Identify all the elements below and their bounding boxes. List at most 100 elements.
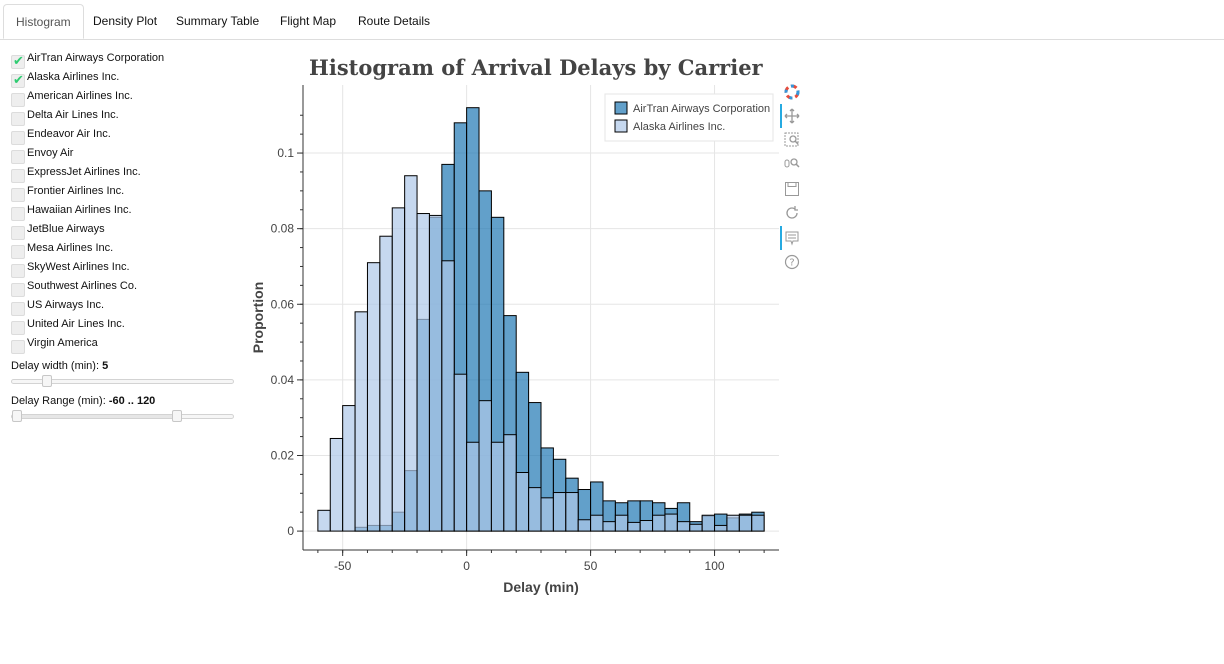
tab-histogram[interactable]: Histogram	[3, 4, 84, 39]
tab-density-plot[interactable]: Density Plot	[93, 14, 158, 28]
carrier-checkbox-label: SkyWest Airlines Inc.	[27, 261, 130, 273]
bar-alaska	[738, 514, 753, 532]
bar-alaska	[391, 207, 406, 532]
delay-range-slider-start-handle[interactable]	[12, 410, 22, 422]
carrier-checkbox-label: Delta Air Lines Inc.	[27, 109, 119, 121]
bar-alaska	[627, 521, 641, 532]
bar-alaska	[676, 521, 691, 532]
delay-width-value: 5	[102, 360, 109, 372]
delay-range-slider-fill	[17, 415, 177, 418]
legend-swatch	[614, 101, 628, 115]
bar-alaska	[490, 441, 505, 532]
svg-text:?: ?	[789, 258, 794, 269]
x-axis-label: Delay (min)	[503, 579, 578, 595]
controls-sidebar: ✔ AirTran Airways Corporation ✔ Alaska Airl…	[0, 40, 245, 440]
bar-alaska	[416, 213, 430, 532]
x-tick-label: 50	[584, 559, 598, 573]
bar-alaska	[515, 472, 530, 532]
y-tick-label: 0	[287, 524, 294, 538]
y-tick-label: 0.1	[277, 146, 294, 160]
bar-alaska	[614, 514, 629, 532]
checkbox[interactable]	[11, 169, 25, 183]
chart-title: Histogram of Arrival Delays by Carrier	[309, 55, 763, 80]
x-tick-label: -50	[334, 559, 352, 573]
legend-label: AirTran Airways Corporation	[633, 103, 770, 115]
checkbox[interactable]	[11, 93, 25, 107]
delay-range-slider[interactable]	[11, 410, 234, 422]
carrier-checkbox-label: Frontier Airlines Inc.	[27, 185, 125, 197]
checkbox[interactable]	[11, 321, 25, 335]
delay-width-title: Delay width (min): 5	[11, 360, 108, 372]
checkbox[interactable]	[11, 302, 25, 316]
carrier-checkbox-label: Alaska Airlines Inc.	[27, 71, 120, 83]
help-icon[interactable]: ?	[784, 254, 800, 270]
checkbox[interactable]	[11, 207, 25, 221]
histogram-plot[interactable]: Histogram of Arrival Delays by Carrier 0…	[245, 40, 805, 620]
bar-alaska	[726, 514, 740, 532]
delay-range-slider-end-handle[interactable]	[171, 410, 182, 422]
delay-width-slider[interactable]	[11, 375, 234, 387]
box-zoom-icon[interactable]	[784, 132, 800, 148]
tab-route-details[interactable]: Route Details	[358, 14, 431, 28]
carrier-checkbox-label: ExpressJet Airlines Inc.	[27, 166, 141, 178]
plot-toolbar: ?	[780, 80, 804, 280]
tab-flight-map[interactable]: Flight Map	[280, 14, 337, 28]
bar-alaska	[701, 514, 716, 532]
bar-alaska	[379, 235, 393, 532]
checkbox[interactable]	[11, 150, 25, 164]
delay-width-label: Delay width (min):	[11, 360, 103, 372]
x-tick-label: 0	[463, 559, 470, 573]
wheel-zoom-icon[interactable]	[784, 156, 800, 172]
checkbox[interactable]	[11, 340, 25, 354]
checkbox[interactable]	[11, 245, 25, 259]
carrier-checkbox-label: United Air Lines Inc.	[27, 318, 125, 330]
legend-box	[604, 93, 774, 142]
legend-label: Alaska Airlines Inc.	[633, 121, 725, 133]
bar-alaska	[441, 260, 455, 532]
y-tick-label: 0.04	[271, 373, 295, 387]
y-axis-label: Proportion	[250, 282, 266, 354]
bar-alaska	[590, 514, 604, 532]
bar-alaska	[466, 441, 480, 532]
bar-alaska	[329, 437, 344, 532]
hover-active-indicator	[780, 226, 782, 250]
checkbox[interactable]: ✔	[11, 73, 25, 88]
checkbox[interactable]	[11, 264, 25, 278]
tab-summary-table[interactable]: Summary Table	[176, 14, 260, 28]
checkbox[interactable]	[11, 188, 25, 202]
carrier-checkbox-label: US Airways Inc.	[27, 299, 105, 311]
delay-width-slider-handle[interactable]	[41, 375, 52, 387]
carrier-checkbox-label: JetBlue Airways	[27, 223, 105, 235]
bar-alaska	[478, 400, 492, 532]
bar-alaska	[354, 311, 368, 532]
carrier-checkbox-label: Endeavor Air Inc.	[27, 128, 111, 140]
bokeh-logo-icon[interactable]	[784, 84, 800, 100]
pan-icon[interactable]	[784, 108, 800, 124]
reset-icon[interactable]	[784, 205, 800, 221]
bar-alaska	[366, 262, 381, 532]
checkmark-icon: ✔	[13, 53, 24, 68]
bar-alaska	[503, 434, 517, 532]
bar-alaska	[404, 175, 418, 532]
carrier-checkbox-label: Hawaiian Airlines Inc.	[27, 204, 132, 216]
carrier-checkbox-label: Virgin America	[27, 337, 98, 349]
checkbox[interactable]: ✔	[11, 53, 25, 69]
checkbox[interactable]	[11, 226, 25, 240]
checkbox[interactable]	[11, 131, 25, 145]
y-tick-label: 0.06	[271, 297, 295, 311]
delay-range-label: Delay Range (min):	[11, 395, 109, 407]
y-tick-label: 0.08	[271, 222, 295, 236]
bar-alaska	[428, 214, 443, 532]
carrier-checkbox-label: Envoy Air	[27, 147, 74, 159]
bar-alaska	[565, 492, 579, 532]
bar-alaska	[664, 513, 678, 532]
delay-range-title: Delay Range (min): -60 .. 120	[11, 395, 155, 407]
checkbox[interactable]	[11, 112, 25, 126]
save-icon[interactable]	[784, 181, 800, 197]
carrier-checkbox-label: Southwest Airlines Co.	[27, 280, 138, 292]
pan-active-indicator	[780, 104, 782, 128]
checkbox[interactable]	[11, 283, 25, 297]
hover-icon[interactable]	[784, 230, 800, 246]
carrier-checkbox-label: Mesa Airlines Inc.	[27, 242, 114, 254]
bar-alaska	[342, 405, 356, 532]
